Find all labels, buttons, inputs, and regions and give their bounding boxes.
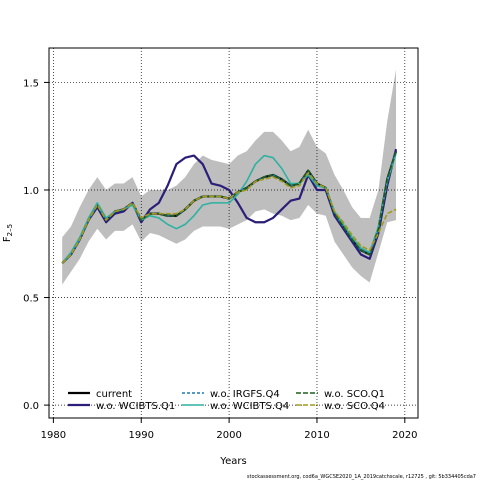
legend-label-2-0: w.o. SCO.Q1	[324, 389, 385, 400]
y-tick-label-1: 0.5	[23, 294, 39, 305]
legend-label-1-1: w.o. WCIBTS.Q4	[210, 401, 289, 412]
x-tick-label-2020: 2020	[392, 430, 417, 441]
axis-layer: 1980 1990 2000 2010 2020 0.0 0.5 1.0 1.5	[23, 78, 417, 441]
caption: stockassessment.org, cod6a_WGCSE2020_1A_…	[247, 474, 476, 480]
x-tick-label-1990: 1990	[129, 430, 154, 441]
y-tick-label-0: 0.0	[23, 401, 39, 412]
plot-frame	[48, 47, 419, 419]
x-tick-label-1980: 1980	[41, 430, 66, 441]
series-layer	[61, 148, 398, 264]
y-axis-label: F2–5	[2, 224, 14, 242]
x-tick-label-2010: 2010	[304, 430, 329, 441]
legend-label-0-1: w.o. WCIBTS.Q1	[96, 401, 175, 412]
series-line-1	[61, 148, 398, 264]
y-tick-label-2: 1.0	[23, 186, 39, 197]
x-axis-label: Years	[219, 456, 246, 467]
y-tick-label-3: 1.5	[23, 78, 39, 89]
x-tick-label-2000: 2000	[216, 430, 241, 441]
series-line-5	[61, 171, 397, 264]
legend-label-1-0: w.o. IRGFS.Q4	[210, 389, 280, 400]
legend-label-2-1: w.o. SCO.Q4	[324, 401, 385, 412]
legend-label-0-0: current	[96, 389, 132, 400]
